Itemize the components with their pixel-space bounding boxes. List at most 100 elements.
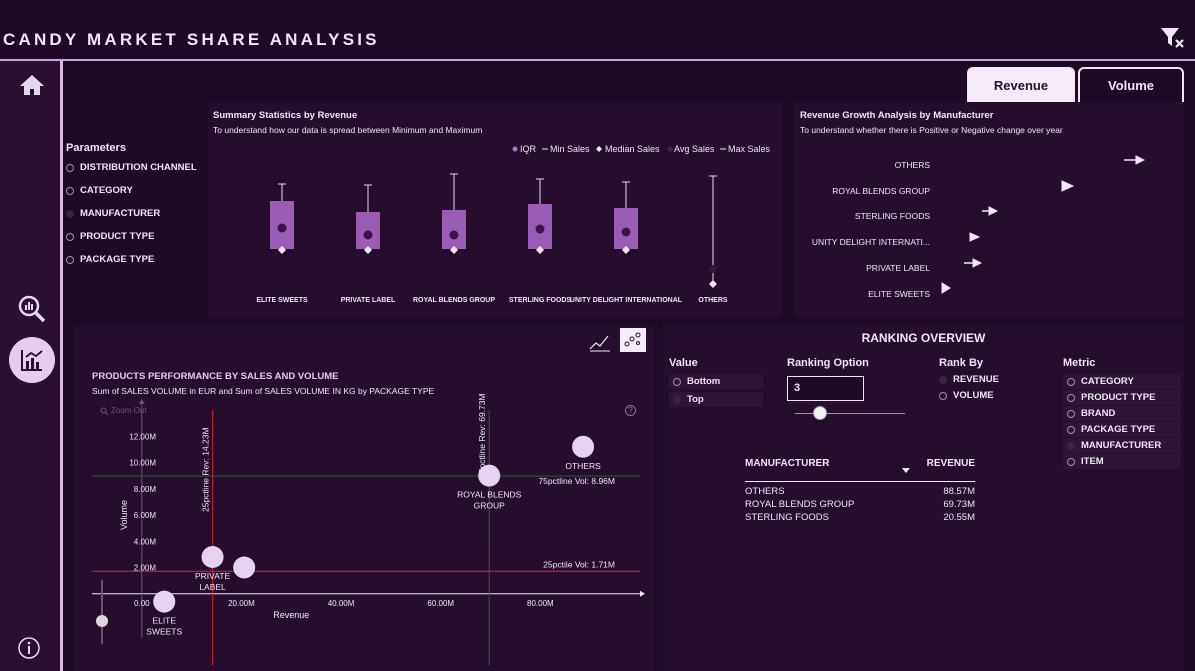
x-tick-label: 0.00 bbox=[134, 599, 150, 608]
scatter-title: PRODUCTS PERFORMANCE BY SALES AND VOLUME bbox=[92, 371, 339, 382]
zoom-slider[interactable] bbox=[96, 580, 108, 644]
search-analytics-icon[interactable] bbox=[9, 286, 55, 332]
parameters-title: Parameters bbox=[66, 142, 126, 154]
header-divider bbox=[0, 59, 1195, 61]
param-manufacturer[interactable]: MANUFACTURER bbox=[66, 208, 206, 219]
metric-option-brand[interactable]: BRAND bbox=[1063, 406, 1181, 421]
zoom-out-button[interactable]: Zoom Out bbox=[100, 406, 147, 415]
ranking-option-label: Ranking Option bbox=[787, 357, 869, 369]
ranking-option-input[interactable]: 3 bbox=[787, 376, 864, 401]
cell-name: OTHERS bbox=[745, 486, 785, 497]
radio-icon bbox=[66, 186, 74, 195]
arrow-icon bbox=[988, 206, 999, 216]
value-option-bottom[interactable]: Bottom bbox=[669, 374, 763, 389]
ranking-slider-track[interactable] bbox=[795, 413, 905, 414]
value-option-top[interactable]: Top bbox=[669, 392, 763, 407]
metric-option-category[interactable]: CATEGORY bbox=[1063, 374, 1181, 389]
point-label: OTHERS bbox=[565, 461, 601, 471]
cat-sterling-foods: STERLING FOODS bbox=[509, 297, 572, 304]
arrow-icon bbox=[1135, 155, 1146, 165]
radio-icon bbox=[673, 377, 681, 386]
growth-row-label: OTHERS bbox=[895, 160, 931, 170]
line-chart-toggle-icon[interactable] bbox=[588, 329, 612, 353]
ranking-panel: RANKING OVERVIEW Value Bottom Top Rankin… bbox=[663, 325, 1184, 671]
clear-filter-icon[interactable] bbox=[1160, 26, 1186, 50]
arrow-icon bbox=[969, 232, 981, 242]
ref-label-25-rev: 25pctline Rev: 14.23M bbox=[201, 427, 211, 512]
tab-revenue[interactable]: Revenue bbox=[967, 67, 1075, 104]
radio-icon bbox=[939, 391, 947, 400]
box-elite-sweets bbox=[270, 183, 294, 254]
table-header-revenue[interactable]: REVENUE bbox=[926, 458, 975, 469]
cat-unity-delight: UNITY DELIGHT INTERNATIONAL bbox=[570, 297, 683, 304]
param-package-type[interactable]: PACKAGE TYPE bbox=[66, 254, 206, 265]
radio-icon bbox=[66, 255, 74, 264]
cat-others: OTHERS bbox=[698, 297, 728, 304]
option-label: ITEM bbox=[1081, 456, 1104, 467]
rankby-option-volume[interactable]: VOLUME bbox=[939, 390, 999, 401]
arrow-icon bbox=[941, 282, 951, 294]
ref-label-25-vol: 25pctile Vol: 1.71M bbox=[543, 559, 615, 569]
param-category[interactable]: CATEGORY bbox=[66, 185, 206, 196]
option-label: Top bbox=[687, 394, 704, 405]
zoom-slider-handle[interactable] bbox=[96, 615, 108, 627]
chart-analytics-icon[interactable] bbox=[9, 337, 55, 383]
x-tick-label: 20.00M bbox=[228, 599, 255, 608]
home-icon[interactable] bbox=[9, 62, 55, 108]
scatter-chart-toggle-icon[interactable] bbox=[620, 328, 646, 352]
option-label: CATEGORY bbox=[1081, 376, 1134, 387]
legend-min: Min Sales bbox=[550, 144, 590, 154]
cell-name: ROYAL BLENDS GROUP bbox=[745, 499, 855, 510]
box-private-label bbox=[356, 184, 380, 254]
metric-option-package-type[interactable]: PACKAGE TYPE bbox=[1063, 422, 1181, 437]
table-header-manufacturer[interactable]: MANUFACTURER bbox=[745, 458, 830, 469]
option-label: MANUFACTURER bbox=[1081, 440, 1162, 451]
metric-option-item[interactable]: ITEM bbox=[1063, 454, 1181, 469]
info-icon[interactable] bbox=[6, 625, 52, 671]
table-row: ROYAL BLENDS GROUP 69.73M bbox=[745, 498, 975, 511]
tab-volume[interactable]: Volume bbox=[1078, 67, 1184, 104]
cell-value: 88.57M bbox=[943, 486, 975, 497]
growth-row-label: ELITE SWEETS bbox=[868, 289, 930, 299]
legend-avg: Avg Sales bbox=[674, 144, 715, 154]
scatter-chart: 0.00 20.00M 40.00M 60.00M 80.00M 2.00M 4.00M 6.… bbox=[92, 393, 645, 665]
param-label: CATEGORY bbox=[80, 185, 133, 196]
legend: IQR Min Sales Median Sales Avg Sales Max… bbox=[512, 144, 771, 154]
help-icon[interactable]: ? bbox=[625, 405, 636, 416]
zoom-out-label: Zoom Out bbox=[111, 406, 147, 415]
x-tick-label: 80.00M bbox=[527, 599, 554, 608]
param-product-type[interactable]: PRODUCT TYPE bbox=[66, 231, 206, 242]
option-label: BRAND bbox=[1081, 408, 1116, 419]
option-label: REVENUE bbox=[953, 374, 999, 385]
rank-by-label: Rank By bbox=[939, 357, 984, 369]
box-unity-delight bbox=[614, 181, 638, 254]
radio-selected-icon bbox=[939, 375, 947, 384]
zoom-out-icon bbox=[100, 407, 108, 415]
point-label: SWEETS bbox=[146, 627, 182, 637]
point-label: PRIVATE bbox=[195, 571, 230, 581]
radio-selected-icon bbox=[673, 395, 681, 404]
legend-avg-marker bbox=[667, 146, 673, 152]
param-distribution-channel[interactable]: DISTRIBUTION CHANNEL bbox=[66, 162, 206, 173]
legend-max: Max Sales bbox=[728, 144, 771, 154]
ranking-slider-handle[interactable] bbox=[813, 406, 827, 420]
growth-row-label: ROYAL BLENDS GROUP bbox=[832, 186, 930, 196]
radio-selected-icon bbox=[1067, 441, 1075, 450]
param-label: PACKAGE TYPE bbox=[80, 254, 155, 265]
y-tick-label: 6.00M bbox=[134, 511, 157, 520]
growth-subtitle: To understand whether there is Positive … bbox=[800, 125, 1063, 135]
y-axis-title: Volume bbox=[119, 500, 129, 530]
radio-icon bbox=[1067, 457, 1075, 466]
table-row: OTHERS 88.57M bbox=[745, 485, 975, 498]
parameters-panel: Parameters DISTRIBUTION CHANNEL CATEGORY… bbox=[66, 142, 206, 265]
growth-chart: OTHERS ROYAL BLENDS GROUP STERLING FOODS… bbox=[812, 155, 1146, 299]
metric-option-manufacturer[interactable]: MANUFACTURER bbox=[1063, 438, 1181, 453]
radio-icon bbox=[1067, 393, 1075, 402]
metric-option-product-type[interactable]: PRODUCT TYPE bbox=[1063, 390, 1181, 405]
rankby-option-revenue[interactable]: REVENUE bbox=[939, 374, 999, 385]
table-row: STERLING FOODS 20.55M bbox=[745, 511, 975, 524]
option-label: Bottom bbox=[687, 376, 721, 387]
legend-iqr-marker bbox=[512, 146, 518, 152]
sort-desc-icon[interactable] bbox=[902, 468, 910, 473]
box-royal-blends-group bbox=[442, 173, 466, 254]
